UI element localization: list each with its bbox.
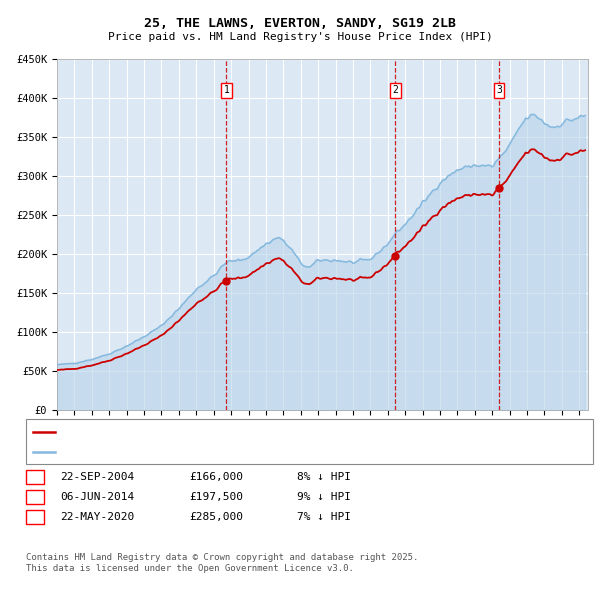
Text: £285,000: £285,000 (189, 512, 243, 522)
Text: 1: 1 (31, 472, 38, 481)
Text: 8% ↓ HPI: 8% ↓ HPI (297, 472, 351, 481)
Text: HPI: Average price, semi-detached house, Central Bedfordshire: HPI: Average price, semi-detached house,… (59, 447, 440, 457)
Text: 25, THE LAWNS, EVERTON, SANDY, SG19 2LB: 25, THE LAWNS, EVERTON, SANDY, SG19 2LB (144, 17, 456, 30)
Text: 22-SEP-2004: 22-SEP-2004 (60, 472, 134, 481)
Text: 2: 2 (392, 85, 398, 95)
Text: Price paid vs. HM Land Registry's House Price Index (HPI): Price paid vs. HM Land Registry's House … (107, 32, 493, 42)
Text: £166,000: £166,000 (189, 472, 243, 481)
Text: 3: 3 (496, 85, 502, 95)
Text: 1: 1 (223, 85, 229, 95)
Text: £197,500: £197,500 (189, 492, 243, 502)
Text: 2: 2 (31, 492, 38, 502)
Text: 25, THE LAWNS, EVERTON, SANDY, SG19 2LB (semi-detached house): 25, THE LAWNS, EVERTON, SANDY, SG19 2LB … (59, 428, 440, 437)
Text: Contains HM Land Registry data © Crown copyright and database right 2025.
This d: Contains HM Land Registry data © Crown c… (26, 553, 418, 573)
Text: 9% ↓ HPI: 9% ↓ HPI (297, 492, 351, 502)
Text: 7% ↓ HPI: 7% ↓ HPI (297, 512, 351, 522)
Text: 22-MAY-2020: 22-MAY-2020 (60, 512, 134, 522)
Text: 3: 3 (31, 512, 38, 522)
Text: 06-JUN-2014: 06-JUN-2014 (60, 492, 134, 502)
